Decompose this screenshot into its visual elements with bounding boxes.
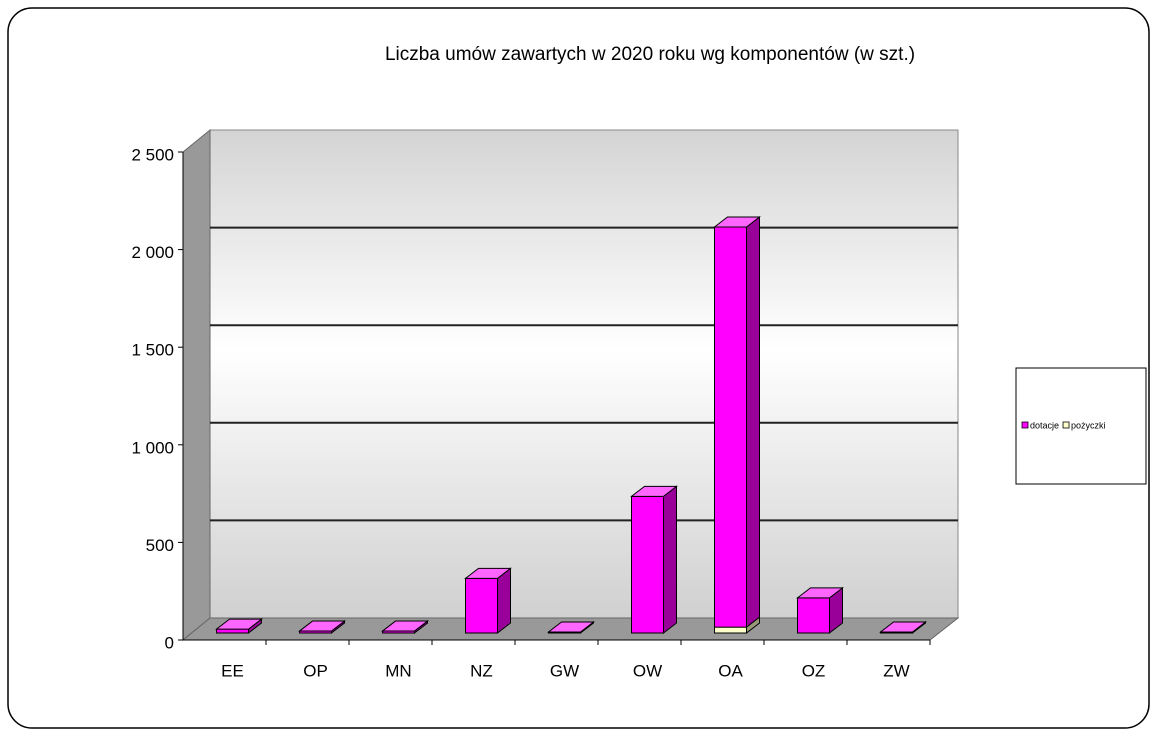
bar-segment [465, 567, 511, 635]
x-tick-label: MN [385, 661, 411, 680]
x-tick-label: OW [633, 661, 662, 680]
x-tick-label: NZ [470, 661, 493, 680]
x-tick-label: OP [303, 661, 328, 680]
bar-top [630, 485, 678, 497]
y-tick-label: 2 500 [131, 145, 174, 164]
bar-top [381, 620, 429, 632]
bar [714, 226, 747, 628]
bar [631, 495, 664, 634]
bar-top [464, 567, 512, 579]
y-tick-label: 1 000 [131, 438, 174, 457]
chart-title: Liczba umów zawartych w 2020 roku wg kom… [385, 44, 915, 65]
bar-side [663, 485, 677, 635]
bar [465, 577, 498, 634]
legend-label: pożyczki [1071, 420, 1106, 430]
x-tick-label: ZW [883, 661, 909, 680]
legend-label: dotacje [1030, 420, 1059, 430]
legend-swatch [1021, 421, 1029, 429]
bar-top [796, 587, 844, 599]
bar-top [879, 621, 927, 633]
bar-top [215, 618, 263, 630]
bar [216, 628, 249, 634]
y-tick-label: 2 000 [131, 243, 174, 262]
bar-segment [631, 485, 677, 635]
x-tick-label: EE [221, 661, 244, 680]
x-tick-label: OA [718, 661, 743, 680]
bar-segment [797, 586, 843, 635]
x-tick-label: GW [550, 661, 579, 680]
bar-side [497, 567, 511, 635]
bar [797, 597, 830, 634]
bar-top [298, 620, 346, 632]
y-tick-label: 1 500 [131, 341, 174, 360]
side-wall [182, 128, 211, 642]
legend-swatch [1062, 421, 1070, 429]
back-wall [209, 129, 959, 619]
legend [1015, 367, 1147, 485]
y-tick-label: 0 [165, 633, 174, 652]
bar [714, 626, 747, 634]
bar-top [713, 216, 761, 228]
x-tick-label: OZ [802, 661, 826, 680]
bar-top [547, 621, 595, 633]
y-tick-label: 500 [146, 536, 174, 555]
bar-side [746, 215, 760, 629]
bar-segment [714, 215, 760, 629]
